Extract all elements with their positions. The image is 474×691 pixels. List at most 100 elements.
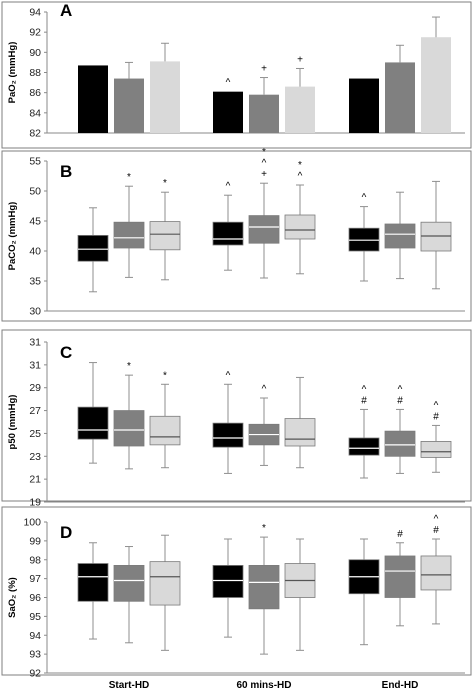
y-tick-label: 84 [29,107,41,119]
significance-marker: * [127,361,131,372]
significance-marker: * [163,370,167,381]
x-category-label: 60 mins-HD [236,680,291,691]
bar [285,86,315,133]
significance-marker: # [397,529,403,540]
x-category-label: End-HD [382,680,419,691]
y-tick-label: 25 [29,428,41,440]
y-tick-label: 94 [29,7,41,19]
bar [385,62,415,133]
y-tick-label: 99 [29,535,41,547]
bar [78,65,108,133]
significance-marker: ^ [298,171,303,182]
y-tick-label: 90 [29,47,41,59]
panel-frame [1,1,472,149]
significance-marker: ^ [262,158,267,169]
significance-marker: ^ [226,370,231,381]
box [420,221,452,252]
significance-marker: + [261,169,267,180]
y-tick-label: 97 [29,573,41,585]
y-tick-label: 40 [29,246,41,258]
significance-marker: + [261,64,267,75]
y-tick-label: 27 [29,405,41,417]
significance-marker: ^ [362,193,367,204]
bar [349,78,379,133]
panel-letter: D [60,523,72,542]
significance-marker: ^ [262,384,267,395]
significance-marker: # [361,395,367,406]
y-tick-label: 55 [29,156,41,168]
box [212,221,244,246]
panel-frame [1,329,472,502]
box [384,223,416,249]
significance-marker: * [127,172,131,183]
y-axis-label: SaO₂ (%) [7,577,18,618]
y-tick-label: 21 [29,474,41,486]
panel-letter: B [60,162,72,181]
bar [114,78,144,133]
y-tick-label: 29 [29,382,41,394]
y-tick-label: 19 [29,497,41,509]
y-tick-label: 92 [29,27,41,39]
significance-marker: # [397,395,403,406]
y-axis-label: p50 (mmHg) [7,395,18,450]
box [212,565,244,598]
x-category-label: Start-HD [109,680,150,691]
y-tick-label: 93 [29,649,41,661]
y-tick-label: 92 [29,668,41,680]
significance-marker: ^ [226,78,231,89]
y-tick-label: 100 [23,517,41,529]
significance-marker: * [262,523,266,534]
box [113,410,145,447]
box [77,563,109,602]
panel-A: 82 84 86 88 90 92 94 A PaO₂ (mmHg) ^ + + [1,1,472,149]
box [384,430,416,457]
box [284,418,316,447]
box [212,422,244,448]
y-tick-label: 82 [29,128,41,140]
y-axis-label: PaO₂ (mmHg) [7,42,18,104]
significance-marker: ^ [434,514,439,525]
y-tick-label: 45 [29,216,41,228]
significance-marker: # [433,411,439,422]
y-tick-label: 30 [29,306,41,318]
box [248,215,280,244]
box [113,565,145,602]
box [149,221,181,251]
box [420,555,452,591]
box [77,406,109,440]
box [284,214,316,240]
significance-marker: ^ [362,384,367,395]
y-tick-label: 96 [29,592,41,604]
panel-frame [1,506,472,676]
significance-marker: ^ [226,181,231,192]
y-axis-label: PaCO₂ (mmHg) [7,202,18,271]
box [149,415,181,446]
panel-frame [1,150,472,322]
bar [213,91,243,133]
y-tick-label: 95 [29,611,41,623]
box [348,437,380,456]
significance-marker: ^ [398,384,403,395]
box [384,555,416,598]
y-tick-label: 23 [29,451,41,463]
significance-marker: + [297,54,303,65]
box [113,221,145,249]
bar [150,61,180,133]
bar [421,37,451,134]
box [248,565,280,610]
bar [249,94,279,133]
significance-marker: * [298,160,302,171]
significance-marker: * [163,178,167,189]
y-tick-label: 88 [29,67,41,79]
box [77,234,109,262]
significance-marker: # [433,525,439,536]
y-tick-label: 98 [29,554,41,566]
box [149,561,181,606]
y-tick-label: 50 [29,186,41,198]
panel-letter: C [60,343,72,362]
y-tick-label: 86 [29,87,41,99]
box [420,441,452,458]
